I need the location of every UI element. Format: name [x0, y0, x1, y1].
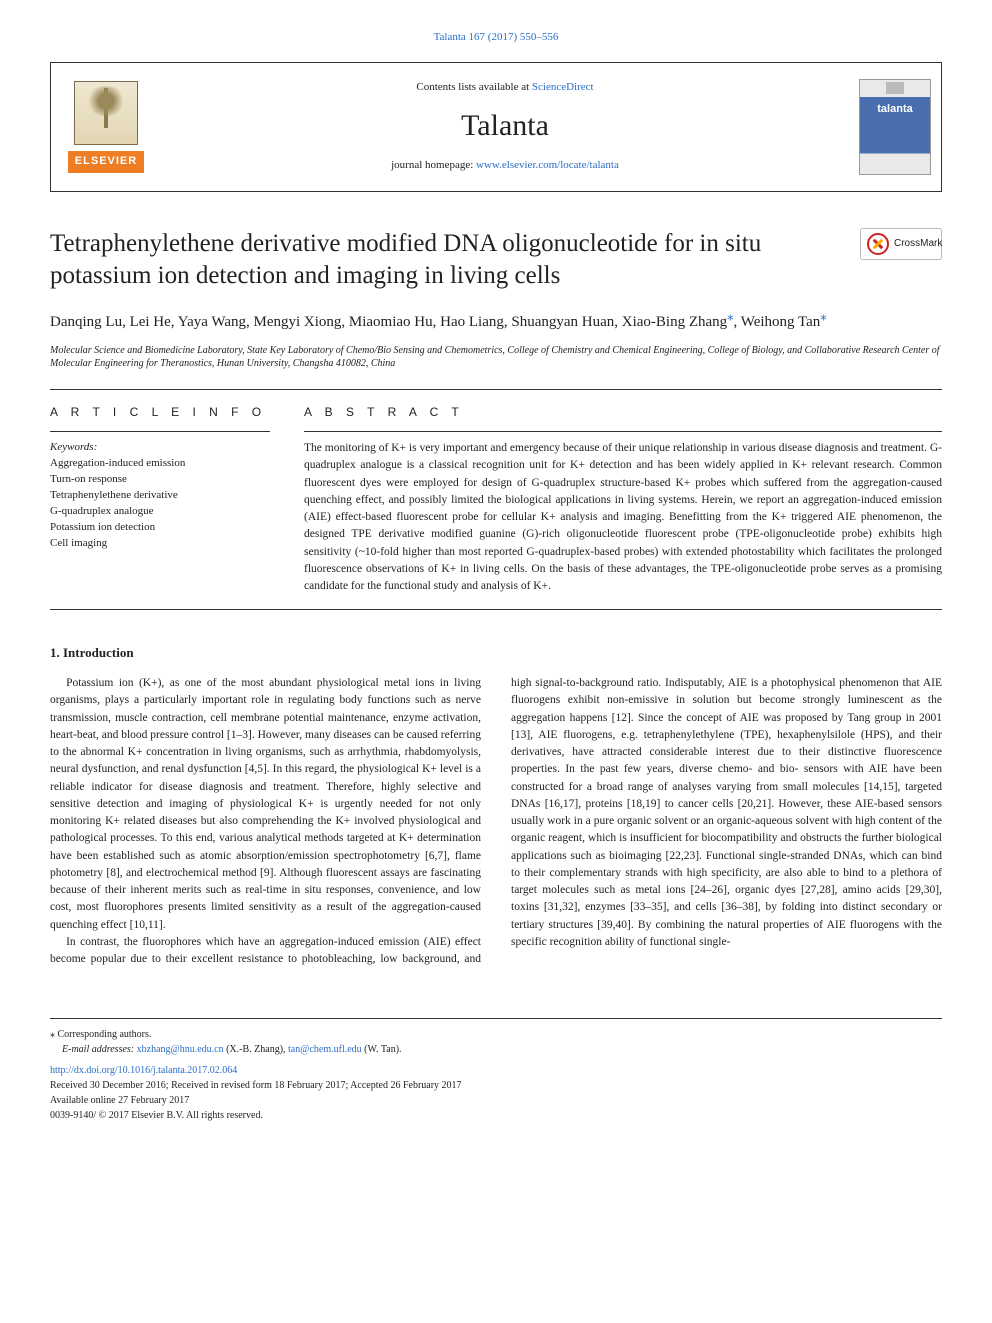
running-head-citation: Talanta 167 (2017) 550–556: [50, 30, 942, 46]
contents-available-line: Contents lists available at ScienceDirec…: [416, 80, 593, 96]
authors-tail: , Weihong Tan: [734, 314, 821, 330]
divider-bottom: [50, 609, 942, 610]
copyright-line: 0039-9140/ © 2017 Elsevier B.V. All righ…: [50, 1108, 942, 1123]
elsevier-wordmark: ELSEVIER: [68, 151, 144, 173]
info-divider: [50, 431, 270, 432]
contents-pre: Contents lists available at: [416, 81, 531, 93]
cover-title: talanta: [860, 102, 930, 118]
keyword-item: Cell imaging: [50, 536, 270, 552]
journal-homepage-link[interactable]: www.elsevier.com/locate/talanta: [476, 159, 619, 171]
available-online-line: Available online 27 February 2017: [50, 1093, 942, 1108]
email-line: E-mail addresses: xbzhang@hnu.edu.cn (X.…: [62, 1042, 942, 1057]
sciencedirect-link[interactable]: ScienceDirect: [532, 81, 594, 93]
journal-cover: talanta: [849, 63, 941, 191]
email-who-1: (X.-B. Zhang),: [224, 1044, 288, 1055]
authors-main: Danqing Lu, Lei He, Yaya Wang, Mengyi Xi…: [50, 314, 727, 330]
affiliation: Molecular Science and Biomedicine Labora…: [50, 344, 942, 371]
keyword-item: Tetraphenylethene derivative: [50, 488, 270, 504]
email-link-2[interactable]: tan@chem.ufl.edu: [288, 1044, 362, 1055]
article-title: Tetraphenylethene derivative modified DN…: [50, 228, 840, 293]
article-info-heading: A R T I C L E I N F O: [50, 404, 270, 421]
article-info-column: A R T I C L E I N F O Keywords: Aggregat…: [50, 404, 270, 596]
elsevier-tree-icon: [74, 81, 138, 145]
abstract-divider: [304, 431, 942, 432]
keyword-item: G-quadruplex analogue: [50, 504, 270, 520]
received-line: Received 30 December 2016; Received in r…: [50, 1078, 942, 1093]
footnotes: ⁎ Corresponding authors. E-mail addresse…: [50, 1018, 942, 1123]
keyword-item: Turn-on response: [50, 472, 270, 488]
keyword-item: Aggregation-induced emission: [50, 456, 270, 472]
email-who-2: (W. Tan).: [362, 1044, 402, 1055]
email-label: E-mail addresses:: [62, 1044, 137, 1055]
keywords-label: Keywords:: [50, 440, 270, 456]
journal-cover-image: talanta: [859, 79, 931, 175]
abstract-text: The monitoring of K+ is very important a…: [304, 440, 942, 595]
intro-paragraph-1: Potassium ion (K+), as one of the most a…: [50, 675, 481, 934]
crossmark-badge[interactable]: CrossMark: [860, 228, 942, 260]
header-center: Contents lists available at ScienceDirec…: [161, 63, 849, 191]
intro-body-columns: Potassium ion (K+), as one of the most a…: [50, 675, 942, 968]
abstract-column: A B S T R A C T The monitoring of K+ is …: [304, 404, 942, 596]
keyword-item: Potassium ion detection: [50, 520, 270, 536]
crossmark-icon: [867, 233, 889, 255]
author-list: Danqing Lu, Lei He, Yaya Wang, Mengyi Xi…: [50, 307, 942, 334]
abstract-heading: A B S T R A C T: [304, 404, 942, 421]
section-1-heading: 1. Introduction: [50, 644, 942, 663]
journal-header-box: ELSEVIER Contents lists available at Sci…: [50, 62, 942, 192]
doi-link[interactable]: http://dx.doi.org/10.1016/j.talanta.2017…: [50, 1063, 942, 1078]
divider-top: [50, 389, 942, 390]
citation-link[interactable]: Talanta 167 (2017) 550–556: [434, 31, 559, 43]
crossmark-label: CrossMark: [894, 237, 942, 252]
corresponding-note: ⁎ Corresponding authors.: [50, 1027, 942, 1042]
email-link-1[interactable]: xbzhang@hnu.edu.cn: [137, 1044, 224, 1055]
corr-mark-2[interactable]: ⁎: [820, 314, 826, 330]
journal-homepage-line: journal homepage: www.elsevier.com/locat…: [391, 158, 619, 174]
elsevier-logo: ELSEVIER: [51, 63, 161, 191]
journal-name: Talanta: [461, 104, 549, 148]
homepage-pre: journal homepage:: [391, 159, 476, 171]
